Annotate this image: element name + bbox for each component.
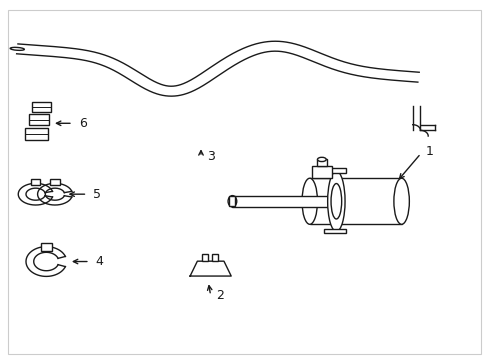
Ellipse shape bbox=[10, 48, 24, 50]
Ellipse shape bbox=[327, 171, 345, 231]
Bar bbox=[309, 178, 401, 224]
Text: 5: 5 bbox=[93, 188, 101, 201]
Text: 6: 6 bbox=[79, 117, 86, 130]
Bar bbox=[25, 128, 48, 140]
Polygon shape bbox=[190, 261, 231, 276]
Bar bbox=[50, 179, 60, 185]
Ellipse shape bbox=[317, 157, 325, 162]
Bar bbox=[324, 168, 346, 172]
Bar bbox=[311, 166, 331, 178]
Bar bbox=[211, 254, 218, 261]
Text: 4: 4 bbox=[95, 255, 103, 268]
Text: 1: 1 bbox=[425, 145, 433, 158]
Text: 2: 2 bbox=[216, 289, 224, 302]
Bar bbox=[202, 254, 208, 261]
Ellipse shape bbox=[330, 184, 341, 219]
Bar bbox=[32, 102, 51, 112]
Text: 3: 3 bbox=[206, 150, 214, 163]
Bar bbox=[316, 159, 326, 166]
Ellipse shape bbox=[302, 178, 317, 224]
Bar bbox=[29, 114, 49, 125]
Ellipse shape bbox=[393, 178, 408, 224]
Bar bbox=[228, 197, 235, 206]
Bar bbox=[324, 229, 346, 233]
Ellipse shape bbox=[227, 195, 236, 207]
Bar bbox=[41, 243, 52, 251]
Bar bbox=[232, 195, 329, 207]
Bar bbox=[31, 179, 41, 185]
